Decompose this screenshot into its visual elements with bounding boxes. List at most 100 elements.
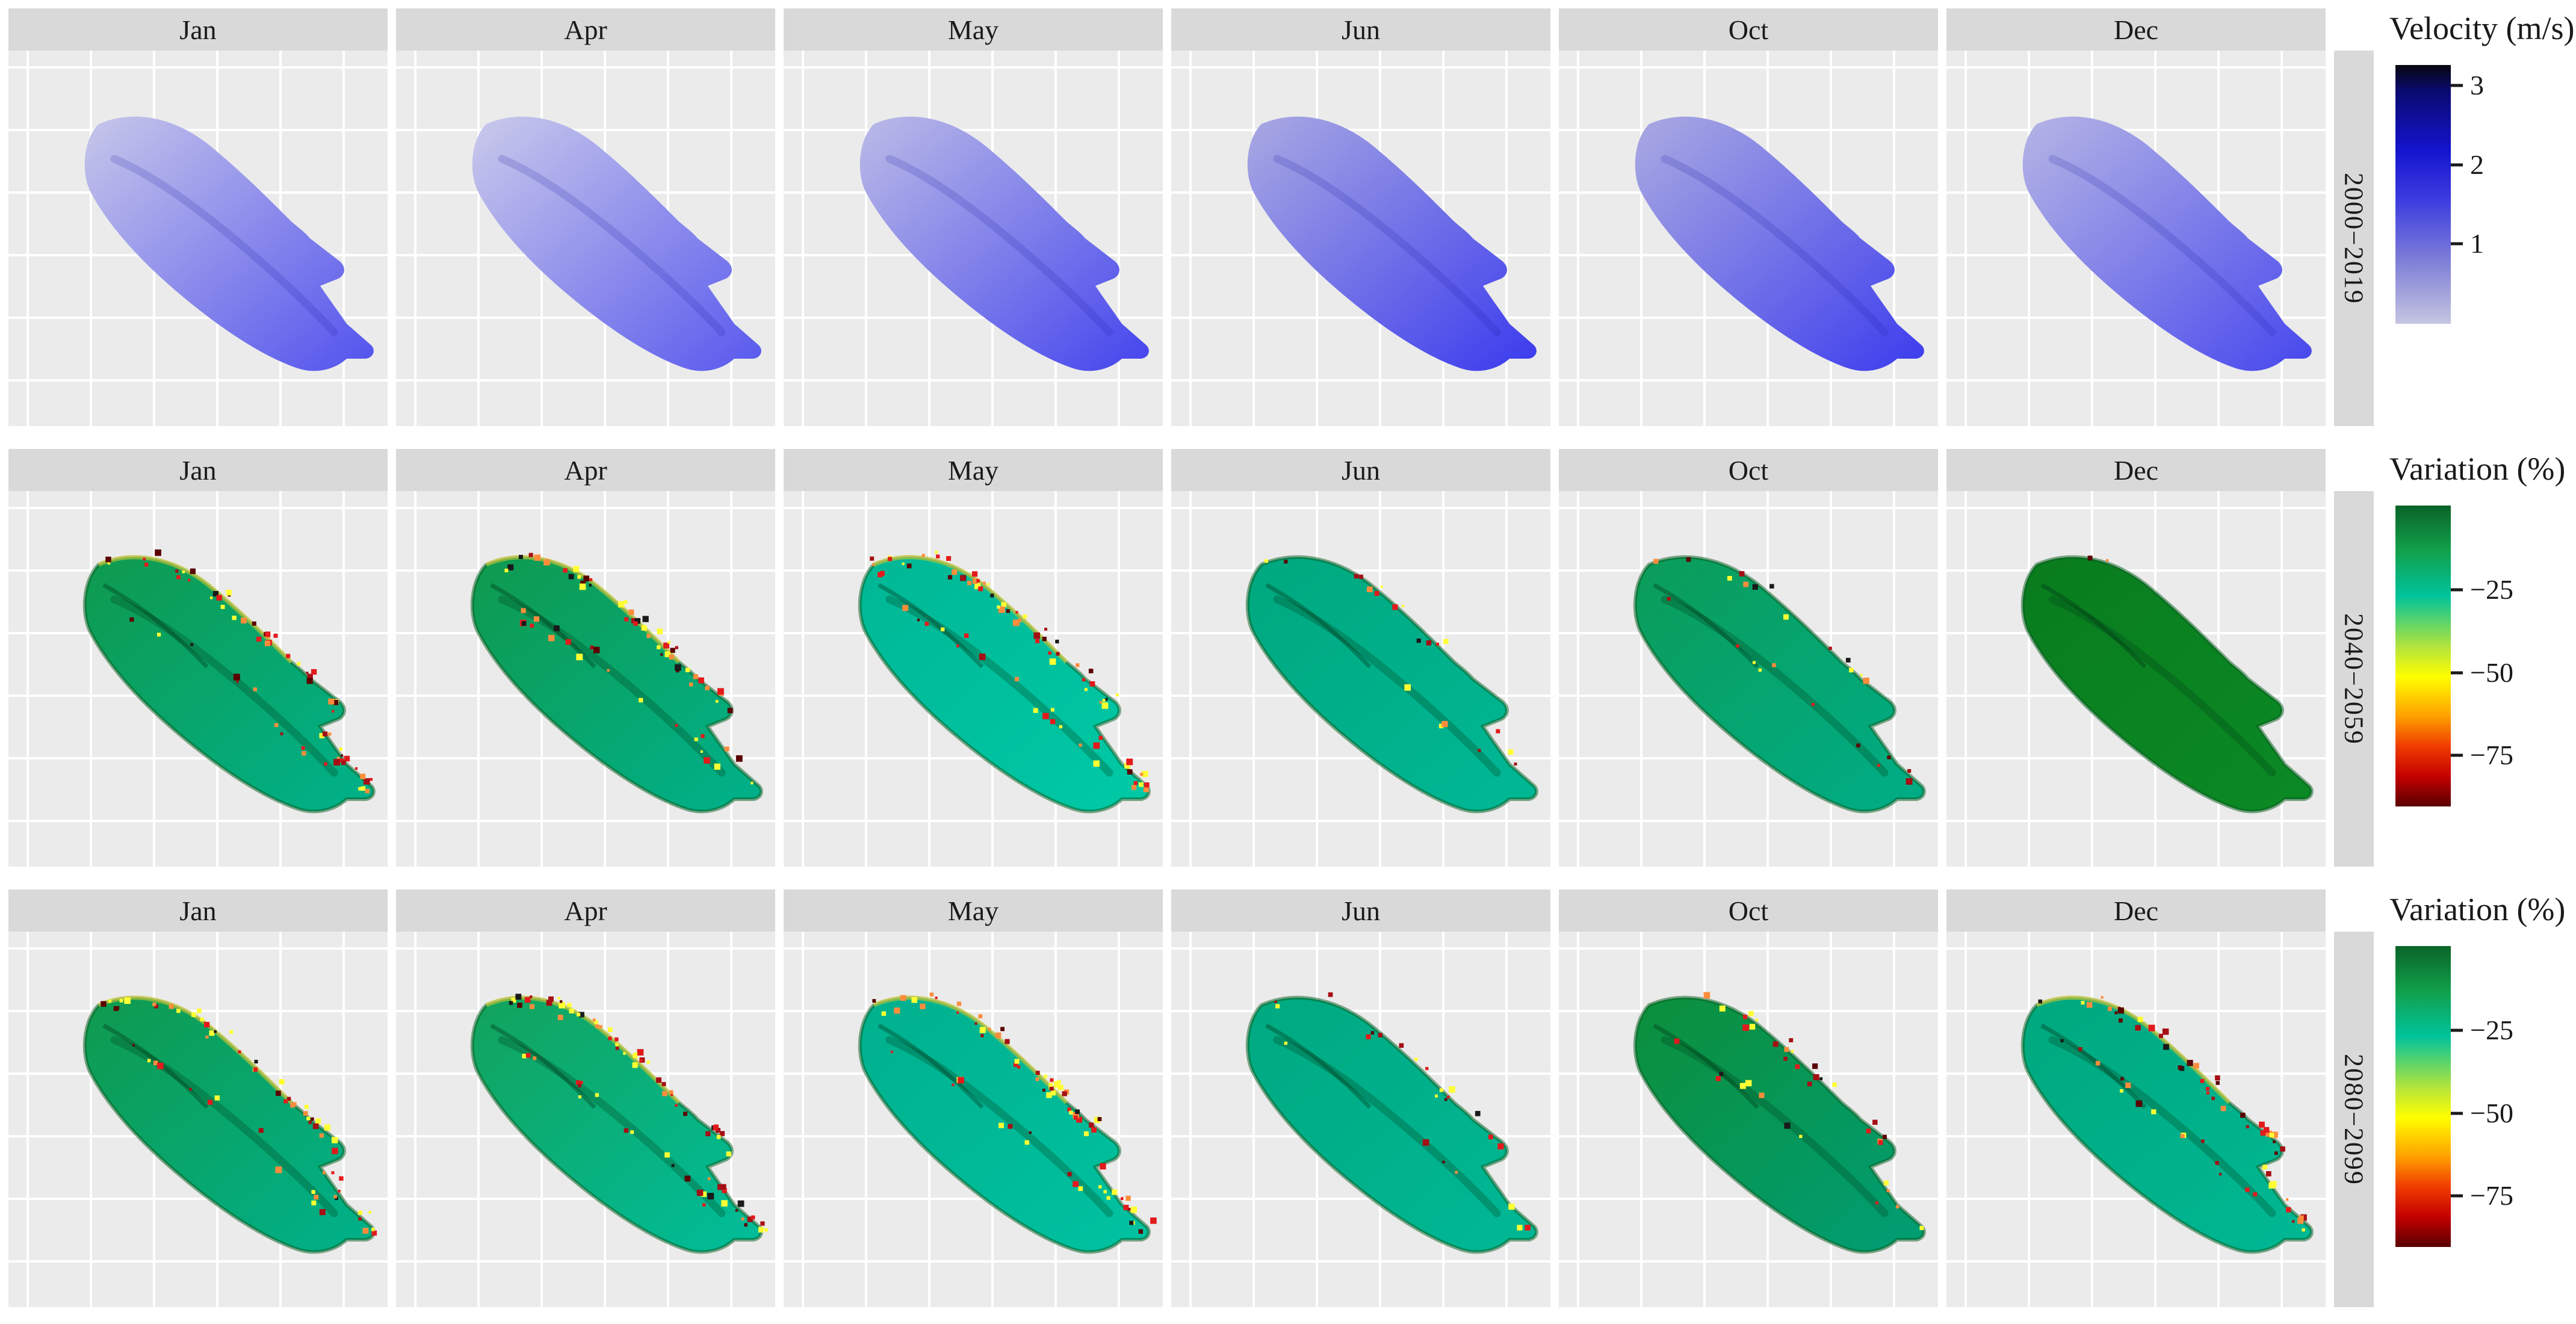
facet-oct-row0: Oct <box>1559 8 1938 426</box>
river-map <box>2020 995 2314 1254</box>
facet-may-row0: May <box>784 8 1163 426</box>
river-map <box>470 994 768 1254</box>
legend-tick-label: 3 <box>2470 70 2484 101</box>
facet-strip-month: Dec <box>1946 8 2326 51</box>
facet-strip-month: Oct <box>1559 449 1938 491</box>
map-panel <box>1171 932 1550 1307</box>
river-map <box>1635 116 1924 371</box>
river-map <box>859 116 1149 371</box>
facet-dec-row1: Dec <box>1946 449 2326 867</box>
facet-strip-month: Apr <box>396 889 775 932</box>
map-panel <box>1559 932 1938 1307</box>
river-map <box>2020 555 2314 814</box>
legend-title: Variation (%) <box>2389 451 2566 487</box>
map-panel <box>396 491 775 867</box>
river-map <box>82 549 376 814</box>
row-strip-wrap: 2040−2059 <box>2334 449 2374 867</box>
facet-apr-row1: Apr <box>396 449 775 867</box>
facet-strip-period: 2040−2059 <box>2334 491 2374 867</box>
river-map <box>472 116 761 371</box>
legend-tick-label: 1 <box>2470 227 2484 259</box>
map-panel <box>1946 491 2326 867</box>
legend: Velocity (m/s) 3 2 1 <box>2389 8 2576 426</box>
map-panel <box>1171 51 1550 426</box>
facet-jun-row1: Jun <box>1171 449 1550 867</box>
facet-may-row1: May <box>784 449 1163 867</box>
strip-spacer <box>2334 889 2374 932</box>
legend: Variation (%) −25 −50 −75 <box>2389 889 2576 1307</box>
river-map <box>470 552 763 814</box>
legend: Variation (%) −25 −50 −75 <box>2389 449 2576 867</box>
facet-apr-row2: Apr <box>396 889 775 1307</box>
facet-may-row2: May <box>784 889 1163 1307</box>
facet-apr-row0: Apr <box>396 8 775 426</box>
facet-jan-row1: Jan <box>8 449 388 867</box>
legend-tick-label: 2 <box>2470 149 2484 180</box>
legend-gradient <box>2395 65 2451 324</box>
facet-strip-period: 2080−2099 <box>2334 932 2374 1307</box>
facet-strip-month: Jan <box>8 8 388 51</box>
river-map <box>1245 992 1538 1254</box>
map-panel <box>396 51 775 426</box>
map-panel <box>1946 51 2326 426</box>
row-strip-wrap: 2080−2099 <box>2334 889 2374 1307</box>
legend-tick <box>2451 84 2463 87</box>
legend-tick-label: −50 <box>2470 1097 2513 1128</box>
legend-tick-label: −50 <box>2470 657 2513 688</box>
row-strip-wrap: 2000−2019 <box>2334 8 2374 426</box>
facet-oct-row2: Oct <box>1559 889 1938 1307</box>
facet-jun-row0: Jun <box>1171 8 1550 426</box>
map-panel <box>1171 491 1550 867</box>
map-panel <box>1559 491 1938 867</box>
legend-tick-label: −25 <box>2470 574 2513 605</box>
facet-strip-month: Apr <box>396 449 775 491</box>
legend-colorbar: 3 2 1 <box>2395 65 2484 324</box>
map-panel <box>784 51 1163 426</box>
facet-jan-row0: Jan <box>8 8 388 426</box>
legend-title: Velocity (m/s) <box>2389 10 2575 46</box>
legend-tick <box>2451 753 2463 757</box>
river-map <box>1633 555 1926 814</box>
strip-spacer <box>2334 8 2374 51</box>
legend-tick-label: −75 <box>2470 1180 2513 1211</box>
river-map <box>82 995 377 1254</box>
map-panel <box>8 51 388 426</box>
river-map <box>2022 116 2312 371</box>
legend-colorbar: −25 −50 −75 <box>2395 946 2513 1247</box>
map-panel <box>1946 932 2326 1307</box>
map-panel <box>784 932 1163 1307</box>
facet-strip-month: Oct <box>1559 889 1938 932</box>
river-map <box>84 116 374 371</box>
facet-strip-month: Jun <box>1171 8 1550 51</box>
facet-strip-month: Jun <box>1171 889 1550 932</box>
map-panel <box>784 491 1163 867</box>
facet-jan-row2: Jan <box>8 889 388 1307</box>
legend-tick <box>2451 671 2463 674</box>
legend-tick-label: −25 <box>2470 1015 2513 1045</box>
river-map <box>1245 555 1538 814</box>
facet-row: Jan Apr May Jun Oct Dec 2040−2059 Variation (%)… <box>8 449 2576 867</box>
map-panel <box>8 491 388 867</box>
facet-jun-row2: Jun <box>1171 889 1550 1307</box>
map-panel <box>1559 51 1938 426</box>
river-map <box>1633 992 1926 1254</box>
facet-row: Jan Apr May Jun Oct Dec 2080−2099 Variation (%)… <box>8 889 2576 1307</box>
facet-strip-period: 2000−2019 <box>2334 51 2374 426</box>
facet-strip-month: May <box>784 8 1163 51</box>
legend-colorbar: −25 −50 −75 <box>2395 506 2513 806</box>
legend-tick <box>2451 588 2463 592</box>
facet-strip-month: Jan <box>8 449 388 491</box>
map-panel <box>396 932 775 1307</box>
facet-strip-month: Apr <box>396 8 775 51</box>
facet-strip-month: Jan <box>8 889 388 932</box>
river-map <box>858 992 1157 1254</box>
facet-strip-month: Dec <box>1946 449 2326 491</box>
facet-strip-month: May <box>784 449 1163 491</box>
facet-strip-month: May <box>784 889 1163 932</box>
legend-tick-label: −75 <box>2470 740 2513 770</box>
map-panel <box>8 932 388 1307</box>
legend-gradient <box>2395 946 2451 1247</box>
legend-title: Variation (%) <box>2389 891 2566 927</box>
legend-tick <box>2451 1194 2463 1198</box>
